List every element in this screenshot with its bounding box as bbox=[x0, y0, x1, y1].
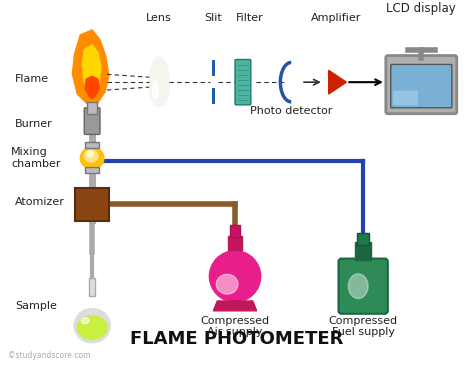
Ellipse shape bbox=[81, 318, 89, 324]
Text: Mixing
chamber: Mixing chamber bbox=[11, 147, 61, 169]
Polygon shape bbox=[73, 30, 109, 109]
Bar bbox=[357, 233, 369, 245]
Ellipse shape bbox=[152, 81, 158, 99]
Polygon shape bbox=[213, 301, 257, 311]
Bar bbox=[230, 225, 240, 237]
Ellipse shape bbox=[348, 274, 368, 298]
Bar bbox=[212, 61, 215, 76]
Text: Slit: Slit bbox=[204, 13, 222, 23]
Text: Lens: Lens bbox=[146, 13, 172, 23]
Ellipse shape bbox=[74, 309, 110, 342]
FancyBboxPatch shape bbox=[75, 188, 109, 221]
Polygon shape bbox=[82, 45, 101, 92]
Text: Photo detector: Photo detector bbox=[250, 106, 332, 116]
Bar bbox=[228, 236, 242, 250]
FancyBboxPatch shape bbox=[338, 259, 388, 314]
Polygon shape bbox=[328, 70, 346, 94]
Text: Flame: Flame bbox=[15, 74, 49, 84]
Text: ©studyandscore.com: ©studyandscore.com bbox=[9, 351, 91, 360]
Text: Burner: Burner bbox=[15, 119, 53, 128]
Text: Compressed
Fuel supply: Compressed Fuel supply bbox=[328, 316, 398, 337]
Bar bbox=[87, 102, 97, 114]
Text: FLAME PHOTOMETER: FLAME PHOTOMETER bbox=[130, 330, 344, 348]
Bar bbox=[89, 278, 95, 296]
Bar bbox=[85, 142, 99, 148]
Text: Sample: Sample bbox=[15, 301, 57, 311]
Ellipse shape bbox=[216, 275, 238, 294]
Bar bbox=[212, 88, 215, 104]
FancyBboxPatch shape bbox=[84, 108, 100, 134]
Ellipse shape bbox=[77, 316, 107, 339]
FancyBboxPatch shape bbox=[391, 65, 452, 108]
Ellipse shape bbox=[87, 151, 93, 157]
FancyBboxPatch shape bbox=[386, 55, 457, 114]
Bar bbox=[356, 242, 371, 259]
Bar bbox=[85, 167, 99, 173]
Ellipse shape bbox=[149, 58, 169, 107]
Ellipse shape bbox=[80, 147, 104, 169]
FancyBboxPatch shape bbox=[235, 59, 251, 105]
Ellipse shape bbox=[84, 150, 98, 162]
Text: Compressed
Air supply: Compressed Air supply bbox=[201, 316, 270, 337]
Ellipse shape bbox=[210, 251, 261, 302]
Text: Atomizer: Atomizer bbox=[15, 197, 65, 207]
Text: Amplifier: Amplifier bbox=[311, 13, 362, 23]
Polygon shape bbox=[85, 76, 99, 99]
Text: LCD display: LCD display bbox=[386, 2, 456, 15]
FancyBboxPatch shape bbox=[393, 91, 418, 105]
Text: Filter: Filter bbox=[236, 13, 264, 23]
